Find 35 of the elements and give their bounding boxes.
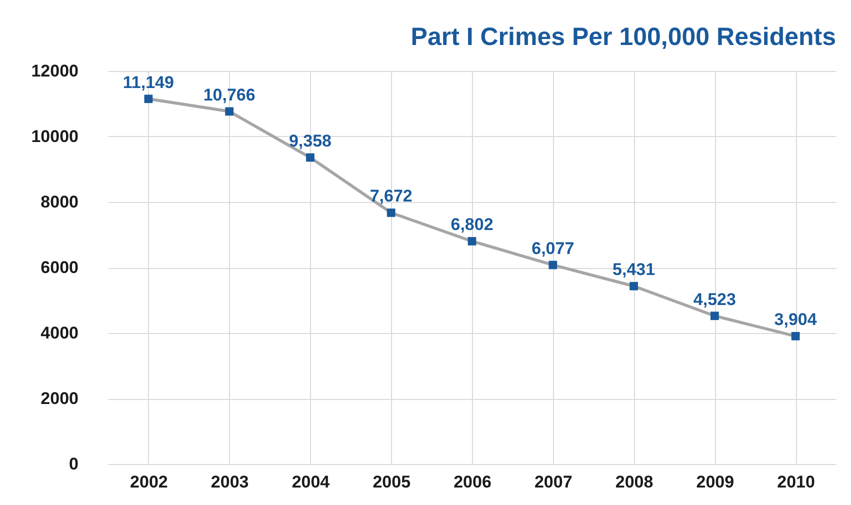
y-tick-label: 4000 bbox=[40, 324, 78, 342]
point bbox=[144, 94, 153, 104]
x-tick-label: 2006 bbox=[454, 472, 492, 492]
data-label: 6,077 bbox=[532, 238, 574, 258]
x-tick-label: 2003 bbox=[210, 472, 249, 492]
y-tick-label: 6000 bbox=[40, 258, 78, 277]
data-label: 3,904 bbox=[774, 310, 818, 330]
point bbox=[306, 153, 314, 162]
y-tick-label: 0 bbox=[69, 454, 78, 474]
point bbox=[468, 237, 476, 246]
point bbox=[791, 332, 800, 340]
point bbox=[548, 260, 558, 270]
data-label: 9,358 bbox=[288, 132, 332, 151]
chart-title: Part I Crimes Per 100,000 Residents bbox=[410, 23, 836, 51]
x-tick-label: 2007 bbox=[534, 472, 572, 492]
data-label: 11,149 bbox=[122, 72, 174, 92]
data-label: 7,672 bbox=[370, 186, 412, 206]
x-tick-label: 2010 bbox=[777, 472, 815, 492]
y-tick-label: 10000 bbox=[31, 127, 78, 146]
x-tick-label: 2004 bbox=[292, 472, 330, 492]
x-tick-label: 2009 bbox=[696, 472, 734, 492]
y-tick-label: 8000 bbox=[40, 192, 78, 212]
x-tick-label: 2005 bbox=[372, 472, 411, 492]
data-label: 5,431 bbox=[612, 260, 656, 280]
data-label: 6,802 bbox=[450, 215, 494, 234]
y-tick-label: 12000 bbox=[31, 62, 78, 80]
point bbox=[225, 107, 234, 116]
y-tick-label: 2000 bbox=[40, 389, 78, 408]
x-tick-label: 2002 bbox=[130, 472, 168, 492]
data-label: 4,523 bbox=[693, 290, 736, 309]
point bbox=[386, 208, 396, 217]
data-label: 10,766 bbox=[203, 85, 256, 104]
x-tick-label: 2008 bbox=[615, 472, 654, 492]
point bbox=[710, 312, 719, 320]
point bbox=[630, 282, 638, 290]
